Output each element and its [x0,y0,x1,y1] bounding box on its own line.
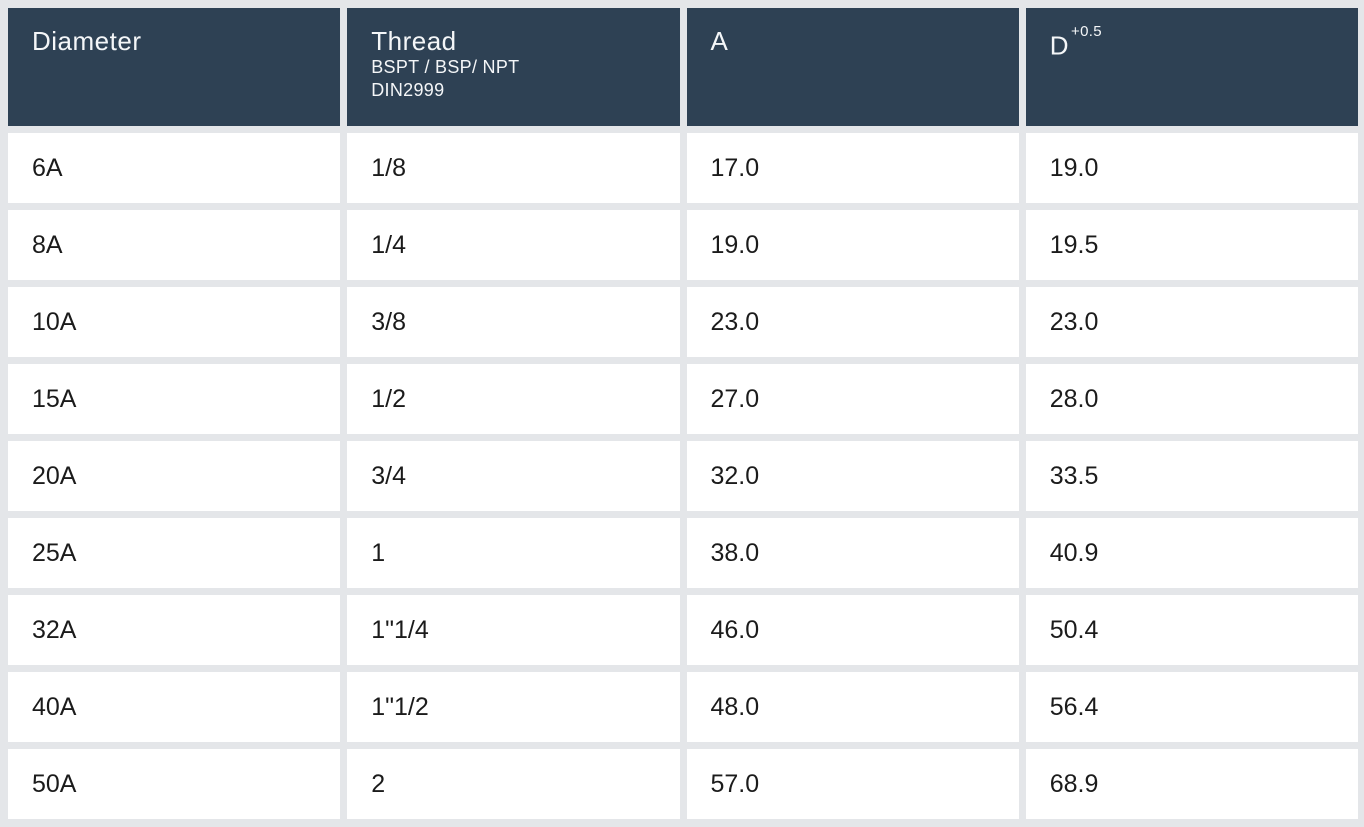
column-sublabel-thread-standards: BSPT / BSP/ NPT [371,57,520,77]
header-cell-thread: Thread BSPT / BSP/ NPT DIN2999 [347,8,680,126]
table-cell-diameter: 40A [8,672,341,742]
table-cell-a: 38.0 [686,518,1019,588]
table-cell-d: 19.5 [1025,210,1358,280]
table-cell-a: 27.0 [686,364,1019,434]
header-cell-d: D +0.5 [1025,8,1358,126]
table-cell-diameter: 25A [8,518,341,588]
table-cell-thread: 1"1/4 [347,595,680,665]
table-cell-a: 57.0 [686,749,1019,819]
table-cell-a: 32.0 [686,441,1019,511]
table-cell-diameter: 15A [8,364,341,434]
table-cell-thread: 1/2 [347,364,680,434]
table-cell-diameter: 20A [8,441,341,511]
table-cell-a: 19.0 [686,210,1019,280]
table-cell-a: 48.0 [686,672,1019,742]
table-cell-a: 17.0 [686,133,1019,203]
header-cell-diameter: Diameter [8,8,341,126]
table-cell-thread: 1 [347,518,680,588]
column-sublabel-thread-din: DIN2999 [371,80,445,100]
table-cell-thread: 1/4 [347,210,680,280]
column-label-diameter: Diameter [32,26,142,56]
table-cell-d: 56.4 [1025,672,1358,742]
table-cell-a: 23.0 [686,287,1019,357]
column-label-a: A [710,26,729,56]
table-cell-thread: 2 [347,749,680,819]
table-cell-a: 46.0 [686,595,1019,665]
table-cell-thread: 1/8 [347,133,680,203]
table-cell-diameter: 6A [8,133,341,203]
table-cell-d: 50.4 [1025,595,1358,665]
column-label-d-tolerance: +0.5 [1071,23,1102,40]
header-cell-a: A [686,8,1019,126]
column-label-thread: Thread [371,26,457,56]
table-cell-diameter: 32A [8,595,341,665]
table-cell-d: 68.9 [1025,749,1358,819]
table-cell-d: 23.0 [1025,287,1358,357]
table-cell-thread: 3/4 [347,441,680,511]
table-cell-d: 28.0 [1025,364,1358,434]
table-cell-d: 19.0 [1025,133,1358,203]
column-label-d-text: D [1049,30,1070,61]
table-cell-thread: 3/8 [347,287,680,357]
table-cell-diameter: 10A [8,287,341,357]
column-label-d: D +0.5 [1049,23,1348,61]
table-cell-d: 40.9 [1025,518,1358,588]
table-cell-d: 33.5 [1025,441,1358,511]
table-cell-diameter: 8A [8,210,341,280]
table-cell-thread: 1"1/2 [347,672,680,742]
table-cell-diameter: 50A [8,749,341,819]
